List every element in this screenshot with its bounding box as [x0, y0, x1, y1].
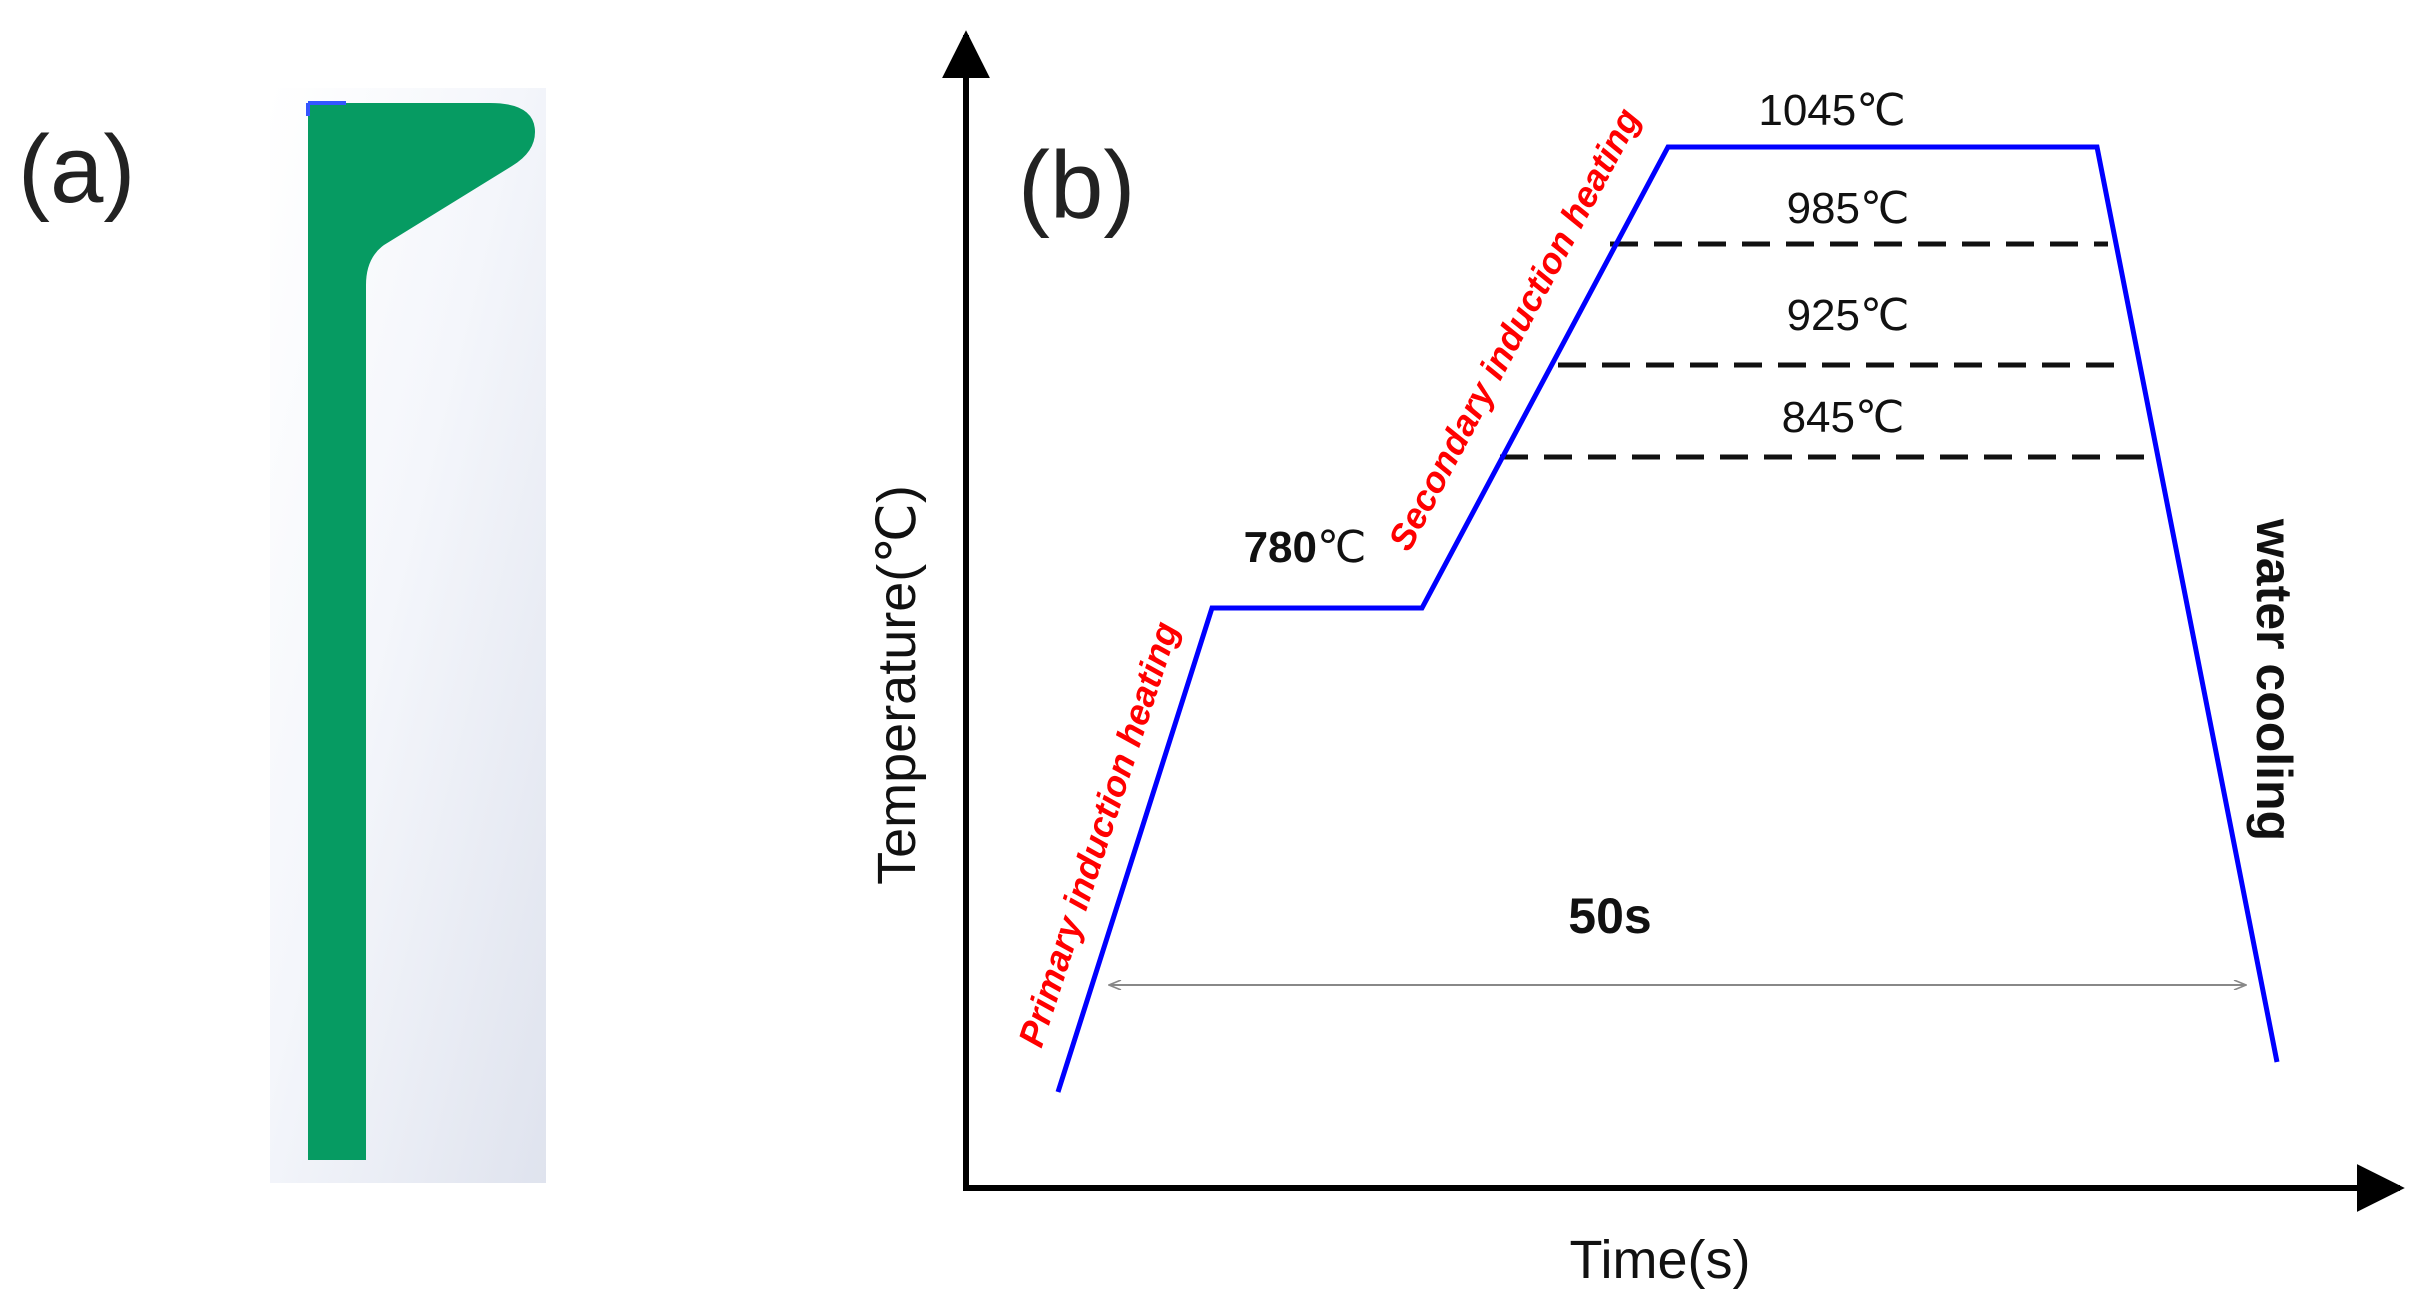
temp-label-985: 985℃	[1787, 184, 1910, 233]
temp-label-845: 845℃	[1782, 393, 1905, 442]
temp-845-value: 845	[1782, 393, 1855, 442]
hold-temp-unit: ℃	[1317, 523, 1366, 572]
panel-b-label: (b)	[1018, 132, 1135, 239]
temp-925-value: 925	[1787, 291, 1860, 340]
panel-a-label: (a)	[18, 116, 135, 223]
hold-temp-value: 780	[1244, 523, 1317, 572]
duration-label: 50s	[1568, 888, 1651, 944]
temp-1045-unit: ℃	[1856, 86, 1905, 135]
temp-label-925: 925℃	[1787, 291, 1910, 340]
hold-temp-label: 780℃	[1244, 523, 1367, 572]
panel-b: (b) Time(s) Temperature(℃) 1045℃ 985℃ 92…	[867, 30, 2405, 1290]
temp-1045-value: 1045	[1758, 86, 1856, 135]
secondary-heating-label: Secondary induction heating	[1380, 101, 1648, 556]
profile-corner-marker	[306, 101, 346, 116]
water-cooling-label: water cooling	[2246, 518, 2302, 841]
temp-925-unit: ℃	[1860, 291, 1909, 340]
panel-a: (a)	[18, 88, 546, 1183]
y-axis-label: Temperature(℃)	[867, 485, 927, 885]
temp-985-value: 985	[1787, 184, 1860, 233]
x-axis-label: Time(s)	[1570, 1230, 1751, 1290]
rail-profile	[308, 103, 535, 1160]
temp-985-unit: ℃	[1860, 184, 1909, 233]
primary-heating-label: Primary induction heating	[1010, 617, 1186, 1052]
temp-845-unit: ℃	[1855, 393, 1904, 442]
temperature-curve	[1055, 144, 2280, 1093]
temp-label-1045: 1045℃	[1758, 86, 1905, 135]
